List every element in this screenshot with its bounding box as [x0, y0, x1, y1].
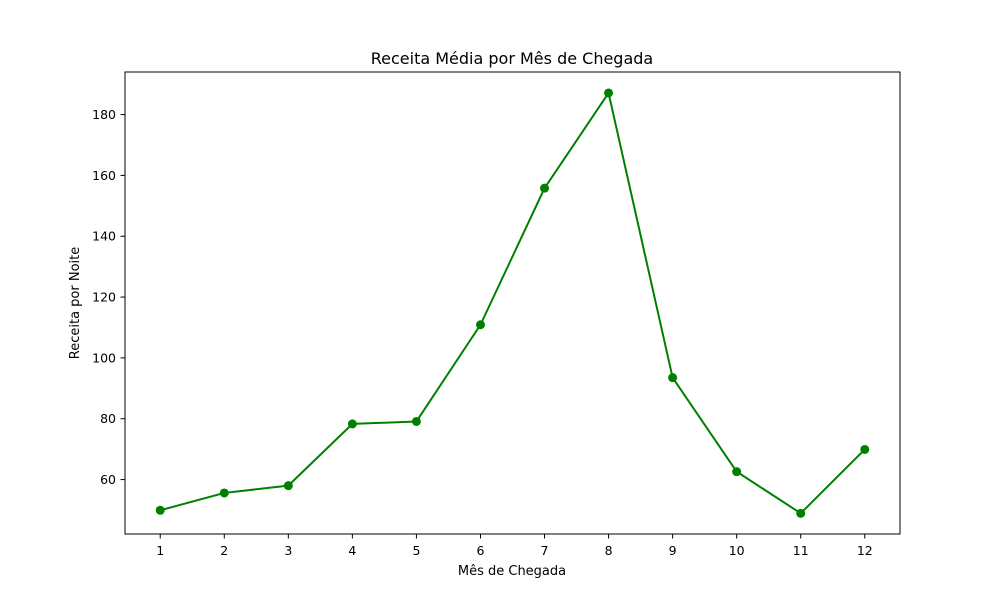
series-line	[159, 91, 866, 515]
y-tick-label: 100	[92, 350, 116, 365]
series-layer	[155, 88, 870, 518]
x-axis-ticks: 1 2 3 4 5 6 7 8 9 10 11 12	[156, 534, 873, 558]
data-point	[732, 467, 742, 477]
x-tick-label: 11	[793, 543, 809, 558]
x-tick-label: 2	[220, 543, 228, 558]
x-tick-label: 6	[476, 543, 484, 558]
y-tick-label: 120	[92, 290, 116, 305]
data-point	[219, 488, 229, 498]
y-axis-label: Receita por Noite	[68, 247, 83, 359]
x-tick-label: 9	[669, 543, 677, 558]
data-point	[475, 320, 485, 330]
data-point	[283, 481, 293, 491]
x-tick-label: 10	[729, 543, 745, 558]
chart-title: Receita Média por Mês de Chegada	[371, 49, 653, 68]
x-tick-label: 12	[857, 543, 873, 558]
x-tick-label: 3	[284, 543, 292, 558]
data-point	[604, 88, 614, 98]
data-point	[411, 416, 421, 426]
y-tick-label: 180	[92, 107, 116, 122]
x-tick-label: 1	[156, 543, 164, 558]
x-tick-label: 7	[541, 543, 549, 558]
plot-frame	[124, 71, 901, 535]
x-tick-label: 8	[605, 543, 613, 558]
y-tick-label: 140	[92, 229, 116, 244]
data-point	[347, 419, 357, 429]
y-tick-label: 160	[92, 168, 116, 183]
y-tick-label: 60	[100, 472, 116, 487]
data-point	[668, 373, 678, 383]
x-tick-label: 5	[412, 543, 420, 558]
x-axis-label: Mês de Chegada	[458, 564, 566, 579]
y-axis-ticks: 60 80 100 120 140 160 180	[92, 107, 125, 487]
data-point	[860, 444, 870, 454]
data-point	[796, 508, 806, 518]
y-tick-label: 80	[100, 411, 116, 426]
x-tick-label: 4	[348, 543, 356, 558]
data-point	[155, 505, 165, 515]
data-point	[540, 183, 550, 193]
plot-area	[125, 72, 900, 534]
